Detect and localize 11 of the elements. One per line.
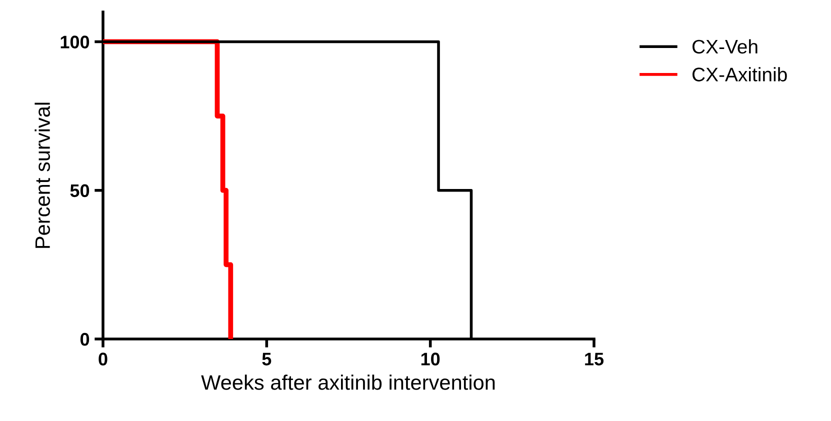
y-axis-title: Percent survival	[34, 102, 50, 248]
x-tick-label: 15	[585, 352, 604, 366]
y-tick-label: 100	[60, 36, 90, 48]
legend-label: CX-Axitinib	[692, 67, 787, 82]
legend-label: CX-Veh	[692, 39, 758, 54]
y-tick-label: 50	[70, 184, 90, 198]
x-tick-label: 5	[262, 352, 272, 366]
y-tick-label: 0	[80, 332, 90, 346]
x-tick-label: 0	[98, 352, 108, 366]
x-tick-label: 10	[421, 352, 440, 366]
x-axis-title: Weeks after axitinib intervention	[201, 374, 495, 390]
